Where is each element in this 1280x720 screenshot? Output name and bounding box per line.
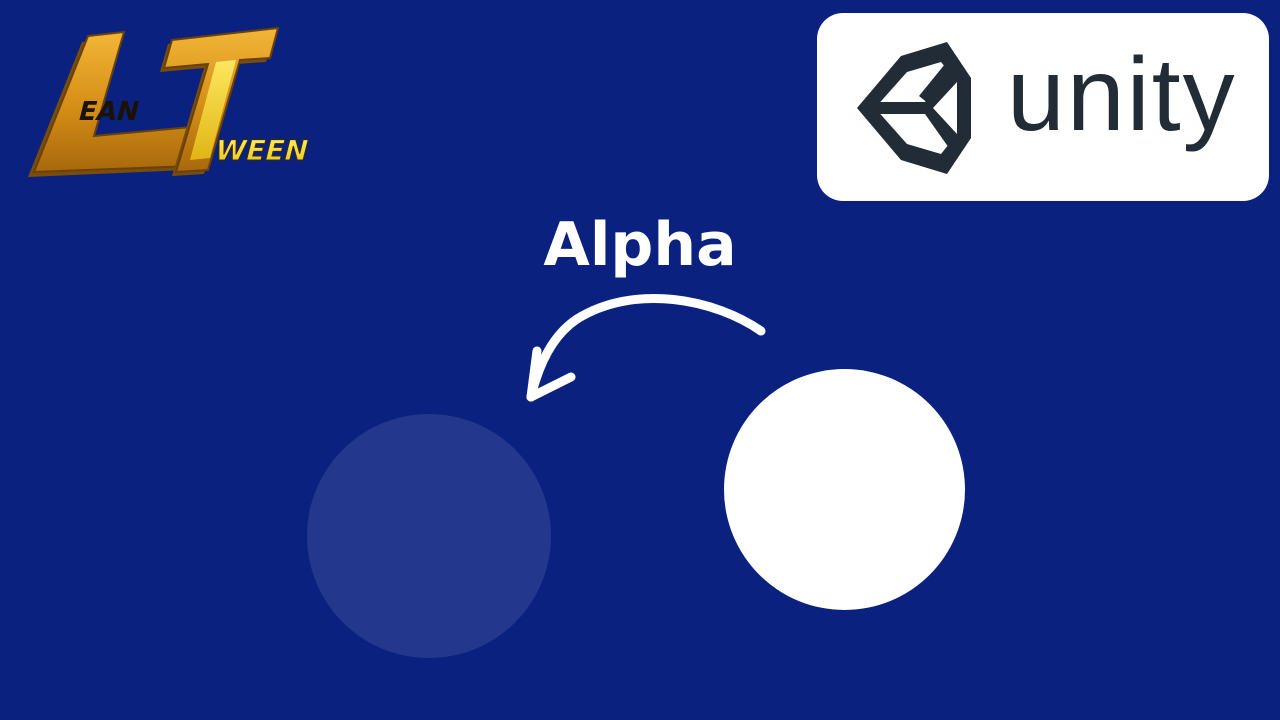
unity-logo-card: unity	[817, 13, 1269, 201]
faded-circle	[307, 414, 551, 658]
logo-ween-text: WEEN	[211, 134, 312, 166]
page-title: Alpha	[543, 210, 737, 280]
unity-cube-icon	[857, 42, 971, 174]
solid-circle	[724, 369, 965, 610]
logo-ean-text: EAN	[75, 96, 142, 127]
curved-arrow-left-icon	[526, 293, 766, 402]
leantween-logo: EAN WEEN	[28, 26, 313, 177]
unity-wordmark: unity	[1007, 37, 1237, 153]
